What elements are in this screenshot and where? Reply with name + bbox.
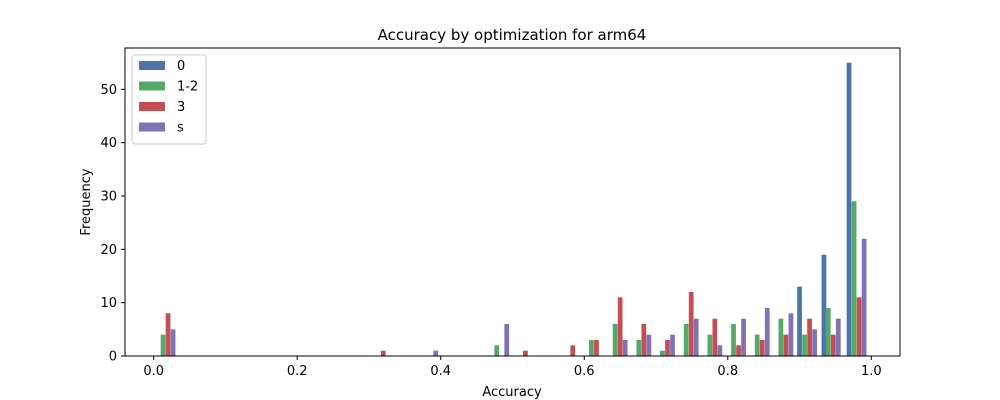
bar-series-3-2 xyxy=(523,350,528,356)
bar-series-1-2-2 xyxy=(589,340,594,356)
bar-series-0-1 xyxy=(821,254,827,356)
bar-series-1-2-6 xyxy=(683,324,689,356)
bar-series-1-2-10 xyxy=(778,318,784,356)
bar-series-3-11 xyxy=(759,340,765,356)
x-tick-label: 0.0 xyxy=(143,364,164,379)
bar-series-s-11 xyxy=(812,329,817,356)
bar-series-3-14 xyxy=(830,334,836,356)
bar-series-s-0 xyxy=(170,329,176,356)
y-tick-label: 50 xyxy=(100,83,117,98)
x-tick-label: 0.2 xyxy=(287,364,308,379)
bar-series-s-1 xyxy=(433,350,439,356)
legend-label-3: 3 xyxy=(177,100,185,115)
bar-series-1-2-13 xyxy=(851,201,857,356)
bar-series-3-15 xyxy=(856,297,862,356)
bar-series-s-6 xyxy=(693,318,699,356)
bar-series-3-6 xyxy=(641,324,647,356)
bar-series-1-2-3 xyxy=(612,324,618,356)
bar-series-1-2-1 xyxy=(494,345,500,356)
x-axis-label: Accuracy xyxy=(482,385,542,400)
legend-swatch-1-2 xyxy=(139,81,165,91)
bar-series-3-0 xyxy=(165,313,171,356)
x-tick-label: 1.0 xyxy=(861,364,882,379)
legend-swatch-3 xyxy=(139,102,165,111)
x-tick-label: 0.4 xyxy=(430,364,451,379)
x-tick-label: 0.6 xyxy=(574,364,595,379)
chart-title: Accuracy by optimization for arm64 xyxy=(378,26,647,44)
bar-series-3-13 xyxy=(807,318,812,356)
bar-series-s-8 xyxy=(741,318,746,356)
bar-series-1-2-7 xyxy=(707,334,713,356)
bar-series-3-10 xyxy=(736,345,741,356)
plot-frame xyxy=(124,47,901,357)
x-tick-label: 0.8 xyxy=(717,364,738,379)
y-tick-label: 40 xyxy=(100,136,117,151)
bar-series-3-5 xyxy=(617,297,623,356)
legend-label-s: s xyxy=(177,121,184,136)
bar-series-3-3 xyxy=(570,345,576,356)
bar-series-s-12 xyxy=(835,318,841,356)
y-tick-label: 30 xyxy=(100,190,117,205)
bar-series-s-5 xyxy=(670,334,675,356)
y-tick-label: 20 xyxy=(100,243,117,258)
bar-series-3-7 xyxy=(665,340,670,356)
legend-box xyxy=(131,54,207,145)
legend-label-0: 0 xyxy=(177,59,185,74)
y-tick-label: 10 xyxy=(100,296,117,311)
bar-series-3-4 xyxy=(594,340,599,356)
bar-series-s-4 xyxy=(646,334,652,356)
legend-swatch-s xyxy=(139,122,165,132)
bar-series-1-2-0 xyxy=(160,334,166,356)
bar-series-1-2-11 xyxy=(802,334,807,356)
bar-series-s-9 xyxy=(764,308,770,356)
bar-series-3-1 xyxy=(380,350,386,356)
legend: 0 1-2 3 s xyxy=(131,54,207,145)
y-axis-label: Frequency xyxy=(79,168,94,235)
bars-group xyxy=(160,62,867,357)
bar-series-1-2-8 xyxy=(731,324,736,356)
bar-series-3-9 xyxy=(712,318,718,356)
bar-series-s-3 xyxy=(622,340,628,356)
bar-series-3-12 xyxy=(783,334,789,356)
bar-series-s-10 xyxy=(788,313,794,356)
y-tick-label: 0 xyxy=(109,350,117,365)
bar-series-s-2 xyxy=(504,324,510,356)
bar-series-0-0 xyxy=(797,286,802,356)
bar-series-s-13 xyxy=(861,238,867,356)
y-ticks-group: 0 10 20 30 40 50 xyxy=(100,83,125,365)
bar-series-1-2-12 xyxy=(825,308,831,356)
legend-swatch-0 xyxy=(139,61,165,70)
bar-series-s-7 xyxy=(717,345,723,356)
x-ticks-group: 0.0 0.2 0.4 0.6 0.8 1.0 xyxy=(143,356,882,379)
bar-series-1-2-5 xyxy=(660,350,665,356)
bar-series-3-8 xyxy=(688,292,694,356)
legend-label-1-2: 1-2 xyxy=(177,80,198,95)
bar-series-1-2-4 xyxy=(636,340,642,356)
bar-series-1-2-9 xyxy=(754,334,760,356)
bar-series-0-2 xyxy=(846,62,852,357)
